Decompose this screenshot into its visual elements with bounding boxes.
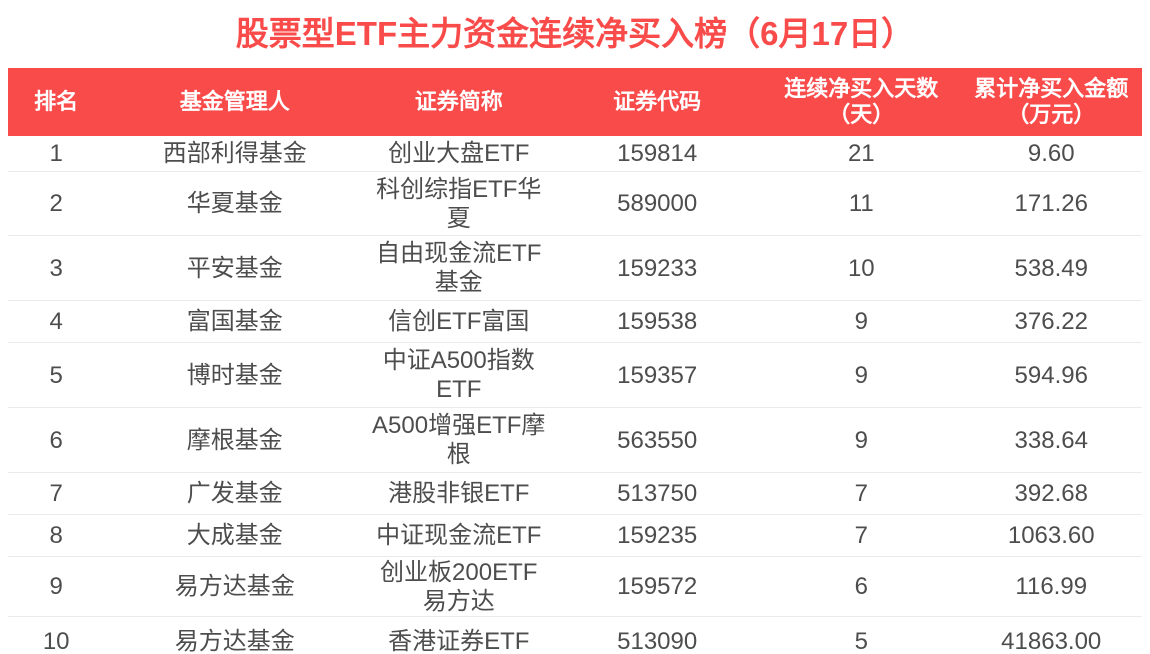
- cell-rank: 2: [49, 190, 63, 217]
- cell-amount: 338.64: [1014, 426, 1088, 454]
- table-row: 7 广发基金 港股非银ETF 513750 7 392.68: [8, 473, 1142, 515]
- cell-name: 香港证券ETF: [388, 627, 530, 654]
- cell-days: 9: [854, 308, 868, 335]
- cell-rank: 4: [49, 308, 63, 335]
- cell-manager: 易方达基金: [174, 573, 295, 600]
- cell-days: 9: [854, 361, 868, 389]
- etf-net-buy-table: 排名 基金管理人 证券简称 证券代码 连续净买入天数 （天） 累计净买入金额 （…: [8, 68, 1142, 654]
- cell-amount: 376.22: [1014, 308, 1088, 335]
- table-row: 3 平安基金 自由现金流ETF 基金 159233 10 538.49: [8, 236, 1142, 301]
- cell-name: 信创ETF富国: [388, 308, 530, 335]
- table-row: 5 博时基金 中证A500指数 ETF 159357 9 594.96: [8, 343, 1142, 408]
- cell-rank: 7: [49, 480, 63, 507]
- cell-manager: 广发基金: [186, 480, 283, 507]
- cell-days: 21: [847, 140, 875, 167]
- cell-days: 5: [854, 627, 868, 654]
- cell-rank: 5: [49, 361, 63, 389]
- cell-code: 589000: [617, 190, 698, 217]
- cell-days: 6: [854, 573, 868, 600]
- cell-days: 11: [848, 190, 874, 217]
- cell-days: 7: [854, 522, 868, 549]
- cell-amount: 116.99: [1015, 573, 1088, 600]
- cell-amount: 594.96: [1014, 361, 1088, 389]
- table-row: 1 西部利得基金 创业大盘ETF 159814 21 9.60: [8, 136, 1142, 172]
- cell-code: 159572: [617, 573, 698, 600]
- table-body: 1 西部利得基金 创业大盘ETF 159814 21 9.60 2 华夏基金 科…: [8, 136, 1142, 654]
- header-code: 证券代码: [613, 89, 702, 114]
- cell-name: 创业板200ETF 易方达: [380, 558, 538, 615]
- cell-rank: 8: [49, 522, 63, 549]
- cell-code: 513090: [617, 627, 698, 654]
- cell-name: 中证现金流ETF: [376, 522, 542, 549]
- cell-code: 159233: [617, 254, 698, 282]
- cell-amount: 538.49: [1014, 254, 1088, 282]
- cell-days: 10: [847, 254, 875, 282]
- cell-code: 513750: [617, 480, 698, 507]
- table-row: 10 易方达基金 香港证券ETF 513090 5 41863.00: [8, 617, 1142, 654]
- cell-rank: 6: [49, 426, 63, 454]
- cell-code: 563550: [617, 426, 698, 454]
- cell-manager: 平安基金: [186, 254, 283, 282]
- cell-amount: 41863.00: [1001, 627, 1102, 654]
- cell-rank: 9: [49, 573, 63, 600]
- cell-manager: 大成基金: [186, 522, 283, 549]
- cell-days: 9: [854, 426, 868, 454]
- cell-days: 7: [854, 480, 868, 507]
- cell-name: A500增强ETF摩 根: [372, 412, 546, 468]
- cell-manager: 易方达基金: [174, 627, 295, 654]
- cell-name: 科创综指ETF华 夏: [376, 175, 542, 232]
- cell-code: 159235: [617, 522, 698, 549]
- cell-name: 中证A500指数 ETF: [382, 347, 535, 403]
- page-title: 股票型ETF主力资金连续净买入榜（6月17日）: [235, 15, 915, 52]
- cell-manager: 富国基金: [186, 308, 283, 335]
- table-row: 8 大成基金 中证现金流ETF 159235 7 1063.60: [8, 515, 1142, 557]
- cell-rank: 1: [49, 140, 63, 167]
- header-rank: 排名: [34, 89, 79, 114]
- table-row: 2 华夏基金 科创综指ETF华 夏 589000 11 171.26: [8, 172, 1142, 236]
- table-row: 4 富国基金 信创ETF富国 159538 9 376.22: [8, 301, 1142, 343]
- table-row: 6 摩根基金 A500增强ETF摩 根 563550 9 338.64: [8, 408, 1142, 473]
- cell-rank: 3: [49, 254, 63, 282]
- header-name: 证券简称: [414, 89, 503, 114]
- cell-rank: 10: [42, 627, 70, 654]
- cell-manager: 摩根基金: [186, 426, 283, 454]
- cell-amount: 171.26: [1014, 190, 1088, 217]
- cell-name: 自由现金流ETF 基金: [376, 240, 542, 296]
- cell-manager: 西部利得基金: [162, 140, 307, 167]
- cell-amount: 392.68: [1014, 480, 1088, 507]
- cell-name: 港股非银ETF: [388, 480, 530, 507]
- cell-manager: 博时基金: [186, 361, 283, 389]
- table-row: 9 易方达基金 创业板200ETF 易方达 159572 6 116.99: [8, 557, 1142, 617]
- cell-amount: 9.60: [1027, 140, 1075, 167]
- table-header-row: 排名 基金管理人 证券简称 证券代码 连续净买入天数 （天） 累计净买入金额 （…: [8, 68, 1142, 136]
- cell-code: 159814: [617, 140, 698, 167]
- cell-name: 创业大盘ETF: [388, 140, 530, 167]
- cell-amount: 1063.60: [1007, 522, 1095, 549]
- cell-manager: 华夏基金: [186, 190, 283, 217]
- header-days: 连续净买入天数 （天）: [784, 76, 939, 127]
- header-amount: 累计净买入金额 （万元）: [974, 76, 1129, 127]
- cell-code: 159357: [617, 361, 698, 389]
- cell-code: 159538: [617, 308, 698, 335]
- header-manager: 基金管理人: [179, 89, 290, 114]
